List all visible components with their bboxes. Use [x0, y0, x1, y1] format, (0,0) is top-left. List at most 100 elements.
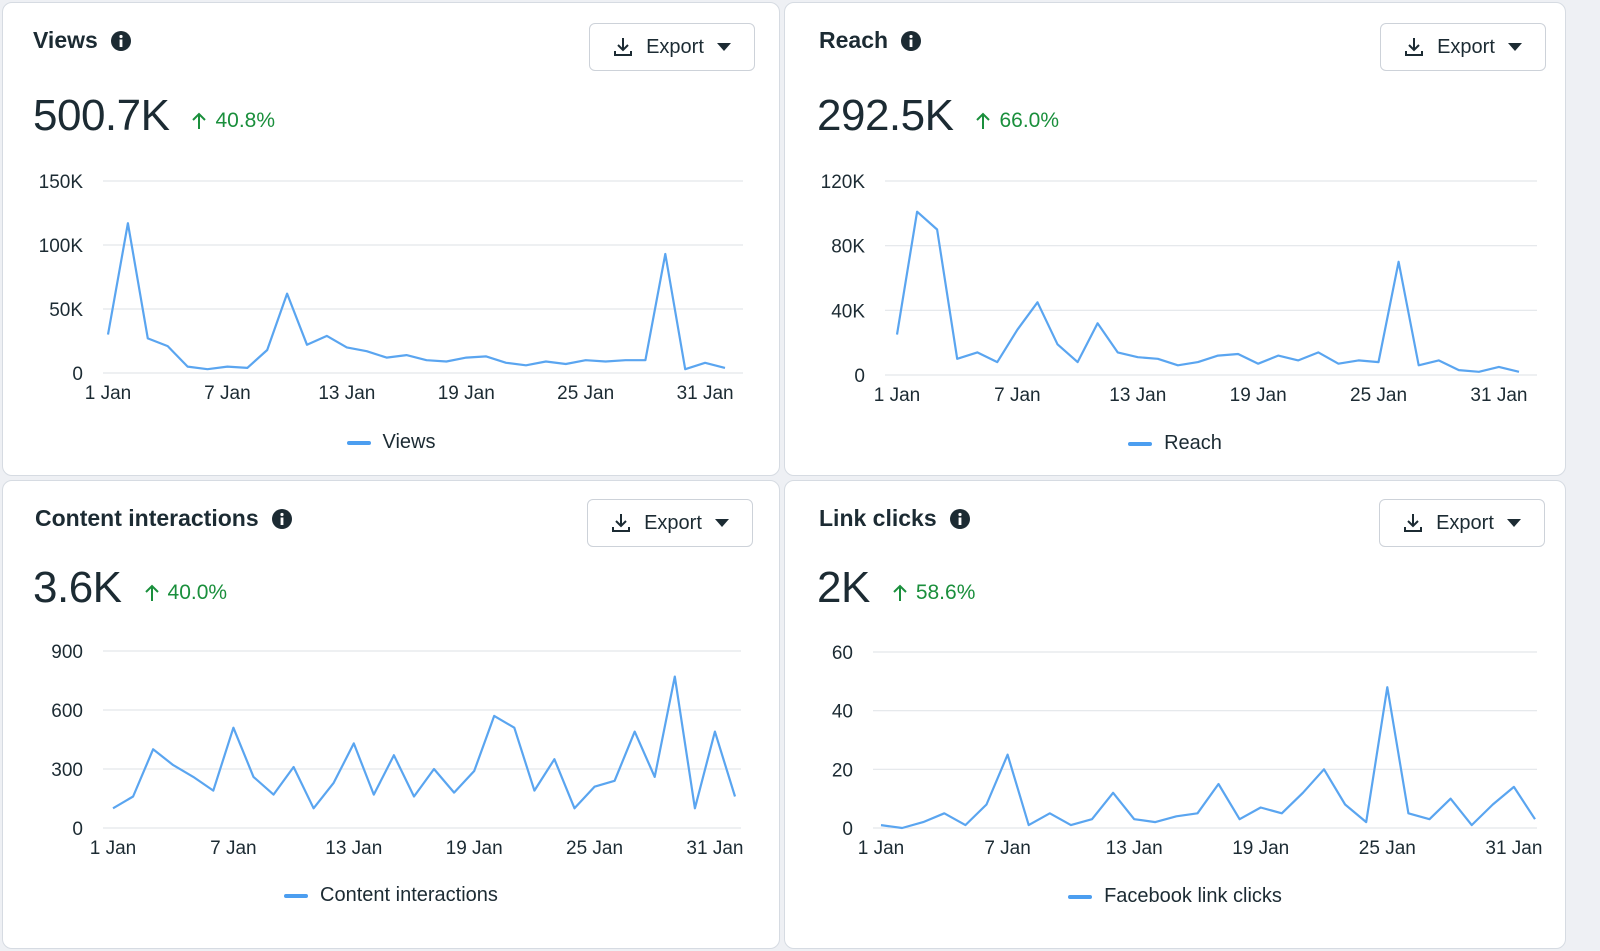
x-tick-label: 25 Jan: [1359, 838, 1416, 859]
x-tick-label: 13 Jan: [325, 838, 382, 859]
info-icon[interactable]: [900, 30, 922, 52]
metric: 2K 58.6%: [817, 563, 975, 613]
reach-card: Reach Export 292.5K 66.0% 0 40K 80K 120K 1 J…: [784, 2, 1566, 476]
x-tick-label: 19 Jan: [438, 383, 495, 404]
content-interactions-card: Content interactions Export 3.6K 40.0% 0…: [2, 480, 780, 949]
x-tick-label: 1 Jan: [858, 838, 904, 859]
legend-swatch: [1068, 894, 1093, 899]
metric-change: 66.0%: [975, 109, 1059, 133]
metric-change-value: 40.8%: [215, 109, 276, 132]
content-interactions-chart: 0 300 600 900 1 Jan 7 Jan 13 Jan 19 Jan 25 Jan 31…: [51, 642, 743, 859]
legend-label: Views: [382, 431, 436, 453]
export-button[interactable]: Export: [589, 23, 755, 71]
x-tick-label: 31 Jan: [686, 838, 743, 859]
views-chart: 0 50K 100K 150K 1 Jan 7 Jan 13 Jan 19 Jan 25 Jan…: [39, 172, 743, 404]
x-tick-label: 7 Jan: [984, 838, 1030, 859]
x-tick-label: 19 Jan: [446, 838, 503, 859]
legend-swatch: [284, 893, 309, 898]
export-label: Export: [644, 511, 702, 534]
legend-label: Facebook link clicks: [1104, 885, 1282, 907]
metric: 3.6K 40.0%: [33, 563, 227, 613]
metric-change-value: 66.0%: [999, 109, 1060, 132]
series-line: [880, 686, 1536, 830]
views-card: Views Export 500.7K 40.8% 0 50K 100K 150K 1 …: [2, 2, 780, 476]
x-tick-label: 1 Jan: [90, 838, 136, 859]
info-icon[interactable]: [949, 508, 971, 530]
y-tick-label: 40: [832, 702, 853, 723]
x-tick-label: 7 Jan: [994, 385, 1040, 406]
link-clicks-card: Link clicks Export 2K 58.6% 0 20 40 60 1 Jan…: [784, 480, 1566, 949]
x-tick-label: 1 Jan: [85, 383, 131, 404]
y-tick-label: 900: [51, 642, 83, 663]
y-tick-label: 80K: [831, 237, 865, 258]
download-icon: [614, 38, 633, 56]
download-icon: [1404, 514, 1423, 532]
y-tick-label: 300: [51, 760, 83, 781]
metric-change: 40.0%: [144, 581, 228, 605]
y-tick-label: 20: [832, 760, 853, 781]
y-tick-label: 0: [72, 364, 83, 385]
metric-value: 292.5K: [817, 91, 954, 140]
metric-change-value: 40.0%: [167, 581, 228, 604]
metric-change-value: 58.6%: [915, 581, 976, 604]
card-header: Views: [33, 27, 132, 54]
x-tick-label: 13 Jan: [1106, 838, 1163, 859]
x-tick-label: 1 Jan: [874, 385, 920, 406]
legend-label: Reach: [1164, 432, 1222, 454]
metric-change: 40.8%: [191, 109, 275, 133]
x-tick-label: 31 Jan: [677, 383, 734, 404]
info-icon[interactable]: [271, 508, 293, 530]
y-tick-label: 40K: [831, 301, 865, 322]
card-header: Reach: [819, 27, 922, 54]
card-header: Link clicks: [819, 505, 971, 532]
y-tick-label: 50K: [49, 300, 83, 321]
metric: 500.7K 40.8%: [33, 91, 275, 141]
arrow-up-icon: [192, 112, 207, 129]
x-tick-label: 13 Jan: [318, 383, 375, 404]
metric: 292.5K 66.0%: [817, 91, 1059, 141]
caret-down-icon: [716, 43, 731, 51]
caret-down-icon: [1507, 43, 1522, 51]
x-tick-label: 19 Jan: [1230, 385, 1287, 406]
card-title: Views: [33, 27, 98, 53]
metric-value: 2K: [817, 563, 870, 612]
y-tick-label: 60: [832, 643, 853, 664]
export-button[interactable]: Export: [1380, 23, 1546, 71]
x-tick-label: 25 Jan: [1350, 385, 1407, 406]
y-tick-label: 600: [51, 701, 83, 722]
info-icon[interactable]: [110, 30, 132, 52]
x-tick-label: 25 Jan: [557, 383, 614, 404]
y-tick-label: 0: [854, 366, 865, 387]
x-tick-label: 7 Jan: [210, 838, 256, 859]
series-line: [106, 222, 726, 371]
export-label: Export: [1437, 35, 1495, 58]
card-header: Content interactions: [35, 505, 293, 532]
y-tick-label: 100K: [39, 236, 84, 257]
caret-down-icon: [1506, 519, 1521, 527]
x-tick-label: 7 Jan: [204, 383, 250, 404]
metric-value: 500.7K: [33, 91, 170, 140]
x-tick-label: 13 Jan: [1109, 385, 1166, 406]
card-title: Reach: [819, 27, 889, 53]
reach-chart: 0 40K 80K 120K 1 Jan 7 Jan 13 Jan 19 Jan 25 Jan 3…: [821, 172, 1537, 406]
legend: Views: [3, 431, 779, 454]
export-label: Export: [1436, 511, 1494, 534]
y-tick-label: 0: [842, 819, 853, 840]
link-clicks-chart: 0 20 40 60 1 Jan 7 Jan 13 Jan 19 Jan 25 Jan 31 Ja…: [832, 643, 1543, 859]
arrow-up-icon: [893, 584, 907, 601]
series-line: [895, 210, 1520, 373]
export-button[interactable]: Export: [587, 499, 753, 547]
card-title: Link clicks: [819, 505, 937, 531]
series-line: [112, 675, 737, 810]
x-tick-label: 19 Jan: [1232, 838, 1289, 859]
legend: Content interactions: [3, 884, 779, 907]
metric-value: 3.6K: [33, 563, 122, 612]
export-button[interactable]: Export: [1379, 499, 1545, 547]
y-tick-label: 120K: [821, 172, 866, 193]
legend-label: Content interactions: [320, 884, 498, 906]
legend: Facebook link clicks: [785, 885, 1565, 908]
legend: Reach: [785, 432, 1565, 455]
y-tick-label: 150K: [39, 172, 84, 193]
download-icon: [612, 514, 631, 532]
legend-swatch: [346, 440, 371, 445]
